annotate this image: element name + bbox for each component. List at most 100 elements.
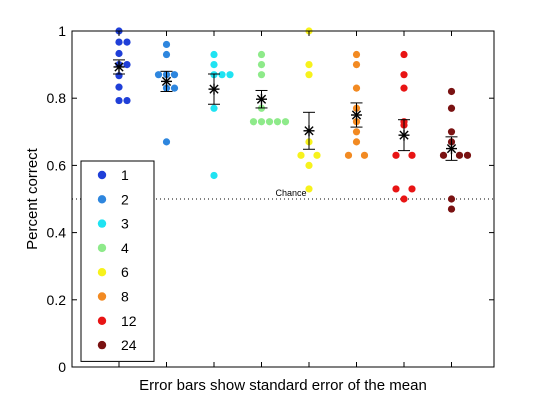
legend-swatch xyxy=(97,292,107,301)
legend-swatch xyxy=(97,195,107,204)
data-point xyxy=(447,104,456,112)
data-point xyxy=(115,38,123,46)
mean-marker xyxy=(161,75,172,87)
data-point xyxy=(400,195,408,203)
legend-entry-label: 4 xyxy=(121,240,129,256)
y-tick-label: 0.2 xyxy=(47,292,67,308)
data-point xyxy=(154,71,163,79)
x-axis-label: Error bars show standard error of the me… xyxy=(139,377,427,394)
data-point xyxy=(115,83,123,91)
mean-marker xyxy=(398,129,410,141)
data-point xyxy=(400,71,408,79)
legend-swatch xyxy=(97,243,107,253)
data-point xyxy=(162,40,171,49)
data-point xyxy=(305,71,313,79)
data-point xyxy=(281,118,290,126)
axes: 0 0.2 0.4 0.6 0.8 1 xyxy=(47,23,494,375)
data-point xyxy=(400,50,408,59)
mean-marker xyxy=(256,93,267,105)
data-point xyxy=(392,185,400,193)
legend-swatch xyxy=(97,219,107,228)
data-point xyxy=(218,71,226,79)
y-axis-label: Percent correct xyxy=(24,147,41,250)
data-point xyxy=(392,151,400,159)
data-point xyxy=(447,87,456,96)
legend-swatch xyxy=(97,268,107,277)
mean-marker xyxy=(446,143,457,155)
data-point xyxy=(352,138,361,146)
data-point xyxy=(297,151,305,159)
mean-marker xyxy=(351,109,362,121)
legend-swatch xyxy=(97,340,107,350)
legend-entry-label: 8 xyxy=(121,289,129,305)
data-point xyxy=(352,84,361,92)
mean-marker xyxy=(113,61,125,73)
data-point xyxy=(352,50,361,59)
data-point xyxy=(408,185,416,193)
legend-entry-label: 12 xyxy=(121,313,137,329)
mean-marker-stroke xyxy=(351,110,362,120)
data-point xyxy=(226,71,234,79)
data-point xyxy=(344,151,353,159)
data-point xyxy=(352,128,361,136)
mean-marker-stroke xyxy=(304,126,314,136)
data-point xyxy=(170,71,179,79)
legend-entry-label: 3 xyxy=(121,216,129,232)
y-tick-label: 0.6 xyxy=(47,157,67,173)
data-point xyxy=(210,171,218,180)
plot-frame xyxy=(71,30,495,368)
data-point xyxy=(273,118,282,126)
data-point xyxy=(439,151,448,159)
data-point xyxy=(313,151,321,159)
chance-label: Chance xyxy=(275,188,306,198)
data-point xyxy=(210,61,218,69)
data-point xyxy=(305,61,313,69)
data-point xyxy=(210,104,218,112)
y-tick-label: 0 xyxy=(58,359,66,375)
legend-swatch xyxy=(97,316,107,325)
data-point xyxy=(123,38,131,46)
data-point xyxy=(408,151,416,159)
data-point xyxy=(115,96,123,105)
legend-box xyxy=(80,160,155,362)
data-point xyxy=(123,61,131,69)
mean-marker xyxy=(303,125,315,137)
data-point xyxy=(257,118,266,126)
mean-marker xyxy=(208,83,220,95)
data-point xyxy=(162,138,171,146)
data-point xyxy=(447,205,456,213)
data-point xyxy=(305,161,313,169)
data-point xyxy=(123,96,131,105)
data-point xyxy=(463,151,472,159)
data-point xyxy=(257,50,266,59)
y-tick-label: 0.8 xyxy=(47,90,67,106)
y-tick-label: 0.4 xyxy=(47,225,67,241)
mean-marker-stroke xyxy=(114,62,124,72)
legend-entry-label: 1 xyxy=(121,167,129,183)
data-point xyxy=(400,84,408,92)
data-point xyxy=(249,118,258,126)
data-point xyxy=(210,50,218,59)
data-point xyxy=(257,61,266,69)
mean-marker-stroke xyxy=(209,84,219,94)
legend-entry-label: 24 xyxy=(121,337,137,353)
data-point xyxy=(162,50,171,59)
mean-marker-stroke xyxy=(161,76,172,87)
data-point xyxy=(115,49,123,58)
data-point xyxy=(360,151,369,159)
legend-entry-label: 2 xyxy=(121,191,129,207)
data-point xyxy=(170,84,179,92)
data-point xyxy=(455,151,464,159)
data-point xyxy=(305,185,313,193)
data-point xyxy=(447,195,456,203)
data-point xyxy=(265,118,274,126)
data-point xyxy=(257,71,266,79)
y-tick-label: 1 xyxy=(58,23,66,39)
mean-marker-stroke xyxy=(399,130,409,140)
data-point xyxy=(447,128,456,136)
chart-marks: Chance xyxy=(72,27,494,213)
legend-swatch xyxy=(97,170,107,180)
mean-marker-stroke xyxy=(446,143,457,154)
